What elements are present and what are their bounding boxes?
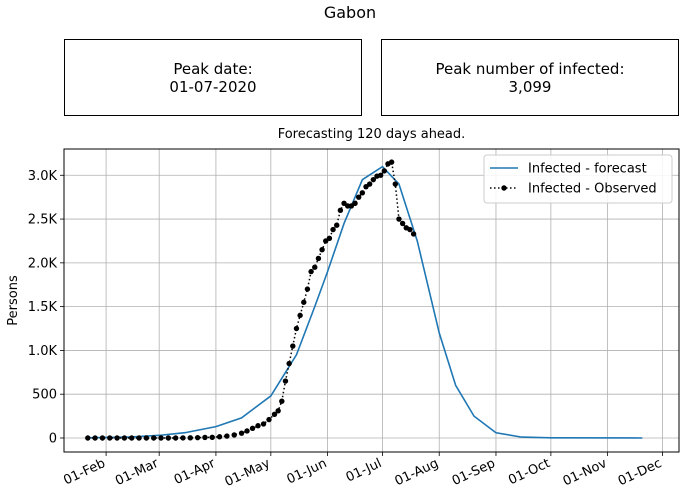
y-tick-label: 1.0K	[28, 344, 58, 359]
observed-point	[334, 222, 340, 228]
peak-infected-label: Peak number of infected:	[435, 59, 625, 78]
observed-point	[99, 435, 106, 441]
y-tick-label: 2.0K	[28, 256, 58, 271]
observed-point	[282, 378, 289, 384]
observed-point	[244, 428, 250, 434]
x-tick-label: 01-May	[223, 456, 273, 490]
observed-point	[355, 194, 362, 200]
x-tick-label: 01-Oct	[506, 456, 552, 488]
observed-point	[315, 255, 322, 262]
y-axis-label: Persons	[6, 275, 21, 326]
legend-marker-observed	[501, 185, 507, 191]
observed-point	[308, 268, 314, 275]
observed-point	[297, 312, 303, 319]
observed-point	[304, 286, 311, 292]
observed-point	[330, 226, 336, 233]
observed-point	[202, 434, 208, 441]
observed-point	[249, 425, 256, 432]
observed-point	[301, 299, 307, 305]
observed-point	[209, 434, 215, 440]
observed-point	[172, 435, 179, 441]
x-tick-label: 01-Aug	[393, 456, 441, 489]
observed-point	[396, 216, 402, 222]
observed-point	[187, 435, 193, 441]
observed-point	[165, 435, 172, 441]
observed-point	[121, 435, 128, 441]
observed-point	[290, 343, 296, 349]
observed-point	[180, 435, 186, 441]
observed-point	[370, 176, 377, 183]
observed-point	[312, 264, 318, 270]
observed-line	[87, 161, 415, 439]
y-tick-label: 500	[32, 388, 57, 403]
legend-label: Infected - forecast	[528, 162, 647, 177]
observed-point	[85, 435, 91, 441]
observed-point	[255, 423, 261, 429]
peak-date-card: Peak date: 01-07-2020	[64, 39, 362, 116]
observed-point	[238, 430, 245, 436]
observed-point	[143, 435, 150, 441]
x-tick-label: 01-Feb	[61, 456, 107, 488]
observed-point	[266, 416, 272, 423]
peak-date-label: Peak date:	[173, 59, 253, 78]
x-tick-label: 01-Jun	[285, 456, 330, 487]
observed-point	[224, 433, 230, 439]
x-tick-label: 01-Sep	[450, 456, 498, 489]
observed-point	[129, 435, 135, 441]
observed-point	[381, 168, 388, 174]
x-tick-label: 01-Nov	[561, 456, 610, 489]
y-tick-label: 3.0K	[28, 169, 58, 184]
peak-date-value: 01-07-2020	[169, 77, 257, 96]
observed-point	[293, 325, 300, 332]
legend-label: Infected - Observed	[528, 182, 657, 197]
legend-box	[483, 154, 673, 204]
forecast-line	[87, 165, 643, 439]
x-tick-label: 01-Dec	[616, 456, 664, 489]
chart-subtitle: Forecasting 120 days ahead.	[277, 127, 466, 142]
observed-point	[275, 408, 281, 414]
figure-title: Gabon	[323, 3, 377, 22]
legend: Infected - forecast Infected - Observed	[483, 154, 673, 204]
observed-point	[392, 181, 398, 187]
observed-point	[150, 435, 157, 441]
observed-point	[377, 172, 384, 178]
observed-point	[260, 421, 267, 427]
observed-point	[216, 434, 223, 440]
observed-point	[326, 235, 333, 242]
observed-point	[399, 220, 406, 227]
y-tick-label: 2.5K	[28, 213, 58, 228]
x-tick-label: 01-Jul	[344, 456, 384, 486]
observed-point	[194, 434, 201, 441]
y-tick-label: 0	[49, 431, 57, 446]
observed-point	[136, 435, 142, 441]
observed-point	[366, 181, 373, 187]
observed-point	[319, 247, 325, 253]
plot-frame	[63, 148, 680, 453]
peak-infected-card: Peak number of infected: 3,099	[381, 39, 679, 116]
observed-point	[359, 190, 366, 196]
observed-point	[271, 411, 278, 418]
observed-point	[388, 159, 395, 165]
observed-point	[410, 231, 417, 237]
observed-point	[337, 207, 344, 214]
x-tick-label: 01-Mar	[113, 456, 161, 489]
observed-point	[407, 226, 413, 233]
x-tick-label: 01-Apr	[172, 456, 218, 488]
observed-point	[279, 398, 285, 404]
observed-point	[107, 435, 113, 441]
y-tick-label: 1.5K	[28, 300, 58, 315]
observed-point	[158, 435, 164, 441]
observed-point	[352, 200, 358, 206]
observed-point	[114, 435, 120, 441]
peak-infected-value: 3,099	[508, 77, 552, 96]
observed-point	[231, 432, 237, 438]
observed-point	[286, 360, 292, 367]
observed-point	[92, 435, 98, 441]
